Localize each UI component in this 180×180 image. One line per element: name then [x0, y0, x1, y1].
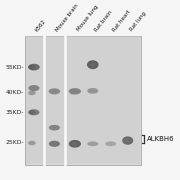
Ellipse shape [72, 90, 78, 93]
Text: 25KD-: 25KD- [6, 140, 24, 145]
Ellipse shape [49, 141, 60, 147]
Ellipse shape [90, 143, 96, 145]
Text: 35KD-: 35KD- [6, 110, 24, 115]
Ellipse shape [28, 85, 39, 91]
Ellipse shape [28, 109, 39, 115]
Ellipse shape [90, 63, 96, 67]
Ellipse shape [49, 125, 60, 130]
Ellipse shape [69, 140, 81, 148]
Ellipse shape [125, 139, 130, 142]
Ellipse shape [31, 87, 37, 89]
Ellipse shape [51, 90, 57, 93]
Ellipse shape [69, 88, 81, 94]
Ellipse shape [90, 89, 96, 92]
Text: Rat brain: Rat brain [94, 9, 113, 32]
Ellipse shape [52, 126, 57, 129]
Ellipse shape [28, 65, 36, 69]
Text: Mouse brain: Mouse brain [55, 3, 80, 32]
Ellipse shape [105, 141, 116, 146]
Ellipse shape [72, 142, 78, 146]
Ellipse shape [28, 91, 36, 95]
Ellipse shape [122, 136, 133, 145]
Ellipse shape [31, 66, 37, 69]
Text: 40KD-: 40KD- [6, 91, 24, 95]
Ellipse shape [28, 64, 40, 71]
Text: Rat lung: Rat lung [129, 11, 147, 32]
Ellipse shape [31, 111, 37, 114]
Ellipse shape [49, 88, 60, 94]
Ellipse shape [87, 141, 98, 146]
Text: Rat heart: Rat heart [112, 9, 131, 32]
Ellipse shape [108, 143, 113, 145]
Ellipse shape [28, 110, 36, 115]
Text: K562: K562 [35, 18, 47, 32]
Text: ALKBH6: ALKBH6 [147, 136, 175, 142]
Text: 55KD-: 55KD- [6, 65, 24, 70]
Text: Mouse lung: Mouse lung [76, 4, 99, 32]
FancyBboxPatch shape [26, 37, 140, 164]
Ellipse shape [87, 88, 98, 94]
Ellipse shape [28, 141, 36, 145]
Ellipse shape [52, 142, 57, 145]
Ellipse shape [87, 60, 99, 69]
FancyBboxPatch shape [25, 36, 141, 165]
